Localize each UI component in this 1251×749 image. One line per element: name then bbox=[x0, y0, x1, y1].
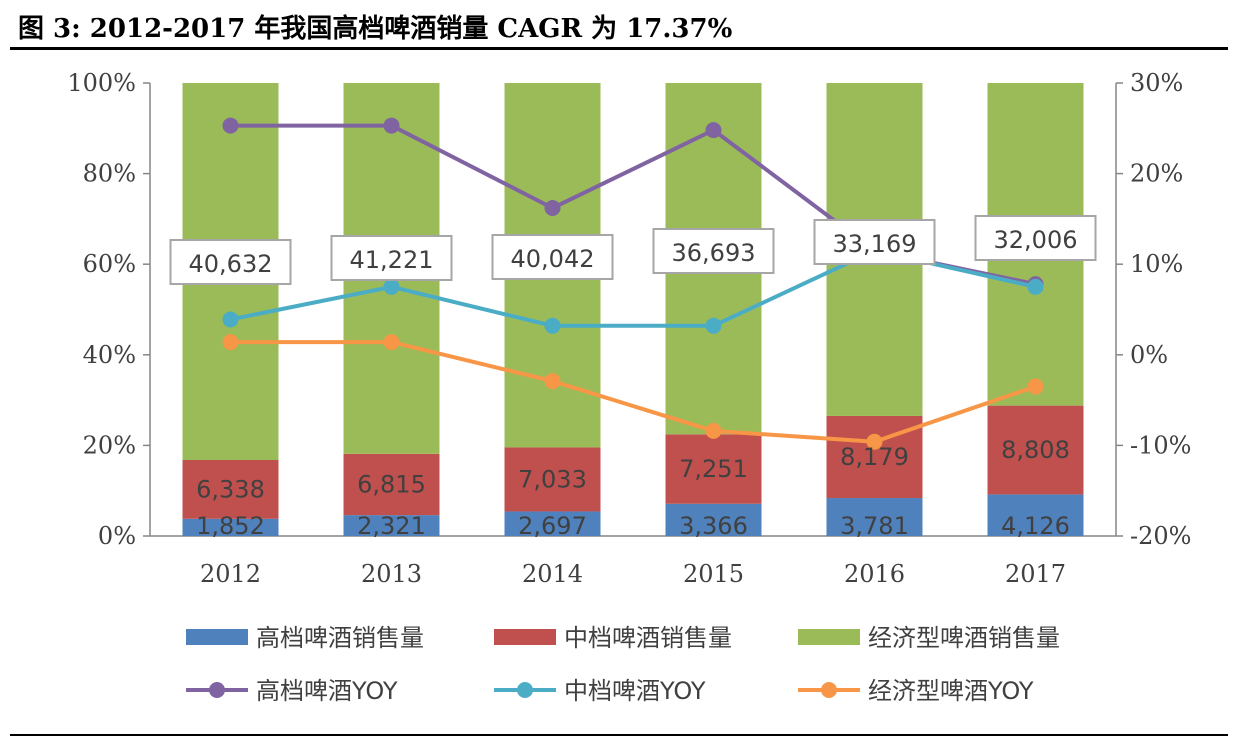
y-right-tick-label: -20% bbox=[1130, 522, 1191, 550]
bar-segment bbox=[987, 405, 1084, 495]
bar-segment bbox=[826, 498, 923, 536]
data-labels: 1,852 6,338 40,632 2,321 6,815 41,221 2,697 7,0… bbox=[169, 215, 1097, 540]
data-label: 3,366 bbox=[679, 512, 748, 540]
data-label: 2,697 bbox=[518, 512, 587, 540]
bar-segment bbox=[182, 460, 279, 519]
data-label: 1,852 bbox=[196, 512, 265, 540]
series-point bbox=[383, 117, 400, 134]
data-label: 41,221 bbox=[350, 246, 434, 274]
series-point bbox=[544, 200, 561, 217]
data-label: 40,632 bbox=[189, 250, 273, 278]
data-label: 4,126 bbox=[1001, 512, 1070, 540]
series-point bbox=[705, 122, 722, 139]
series-point bbox=[222, 334, 239, 351]
legend-label: 中档啤酒销售量 bbox=[564, 624, 732, 652]
x-tick-label: 2015 bbox=[683, 560, 744, 588]
y-left-tick-label: 80% bbox=[83, 160, 136, 188]
series-line bbox=[230, 340, 1037, 444]
data-label-box bbox=[652, 228, 775, 274]
bar-segment bbox=[343, 515, 440, 536]
legend-label: 高档啤酒YOY bbox=[256, 677, 398, 705]
x-tick-label: 2014 bbox=[522, 560, 583, 588]
legend-swatch bbox=[494, 629, 556, 645]
series-point bbox=[705, 422, 722, 439]
axes: 0% 20% 40% 60% 80% 100% -20% -10% 0% 10% 20% 30% 201… bbox=[67, 69, 1191, 588]
data-label: 7,251 bbox=[679, 455, 748, 483]
legend-marker bbox=[821, 682, 837, 698]
legend-label: 中档啤酒YOY bbox=[564, 677, 706, 705]
data-label: 3,781 bbox=[840, 512, 909, 540]
figure-title: 图 3: 2012-2017 年我国高档啤酒销量 CAGR 为 17.37% bbox=[18, 14, 733, 44]
y-left-tick-label: 0% bbox=[98, 522, 136, 550]
bar-segment bbox=[987, 494, 1084, 536]
data-label-box bbox=[813, 219, 936, 265]
y-right-tick-label: 30% bbox=[1130, 69, 1183, 97]
bar-segment bbox=[665, 503, 762, 536]
bar-segment bbox=[182, 518, 279, 536]
data-label: 6,815 bbox=[357, 470, 426, 498]
legend-swatch bbox=[798, 629, 860, 645]
bar-segment bbox=[665, 434, 762, 504]
data-label: 36,693 bbox=[672, 239, 756, 267]
legend-label: 高档啤酒销售量 bbox=[256, 624, 424, 652]
series-point bbox=[383, 278, 400, 295]
data-label: 40,042 bbox=[511, 245, 595, 273]
x-tick-label: 2017 bbox=[1005, 560, 1066, 588]
bottom-rule bbox=[10, 734, 1228, 736]
data-label-box bbox=[169, 239, 292, 285]
series-point bbox=[222, 311, 239, 328]
x-tick-label: 2012 bbox=[200, 560, 261, 588]
series-point bbox=[544, 373, 561, 390]
series-point bbox=[544, 317, 561, 334]
series-point bbox=[1027, 378, 1044, 395]
data-label: 32,006 bbox=[994, 226, 1078, 254]
y-left-tick-label: 100% bbox=[67, 69, 136, 97]
legend-label: 经济型啤酒销售量 bbox=[868, 624, 1060, 652]
x-tick-label: 2013 bbox=[361, 560, 422, 588]
series-point bbox=[866, 433, 883, 450]
data-label-box bbox=[330, 235, 453, 281]
data-label-box bbox=[491, 234, 614, 280]
legend-marker bbox=[517, 682, 533, 698]
legend-swatch bbox=[186, 629, 248, 645]
bar-segment bbox=[343, 453, 440, 516]
top-rule bbox=[10, 47, 1228, 50]
legend-marker bbox=[209, 682, 225, 698]
bar-segment bbox=[504, 511, 601, 536]
x-tick-label: 2016 bbox=[844, 560, 905, 588]
bars bbox=[182, 83, 1084, 536]
y-right-tick-label: -10% bbox=[1130, 431, 1191, 459]
y-left-tick-label: 60% bbox=[83, 250, 136, 278]
data-label: 33,169 bbox=[833, 230, 917, 258]
bar-segment bbox=[504, 447, 601, 512]
data-label: 2,321 bbox=[357, 512, 426, 540]
data-label: 6,338 bbox=[196, 475, 265, 503]
legend-label: 经济型啤酒YOY bbox=[868, 677, 1034, 705]
series-point bbox=[1027, 278, 1044, 295]
data-label: 7,033 bbox=[518, 465, 587, 493]
data-label-box bbox=[974, 215, 1097, 261]
y-right-tick-label: 20% bbox=[1130, 160, 1183, 188]
y-left-tick-label: 40% bbox=[83, 341, 136, 369]
y-right-tick-label: 0% bbox=[1130, 341, 1168, 369]
y-left-tick-label: 20% bbox=[83, 431, 136, 459]
series-point bbox=[383, 334, 400, 351]
data-label: 8,808 bbox=[1001, 436, 1070, 464]
y-right-tick-label: 10% bbox=[1130, 250, 1183, 278]
series-point bbox=[222, 117, 239, 134]
series-point bbox=[705, 317, 722, 334]
data-label: 8,179 bbox=[840, 443, 909, 471]
